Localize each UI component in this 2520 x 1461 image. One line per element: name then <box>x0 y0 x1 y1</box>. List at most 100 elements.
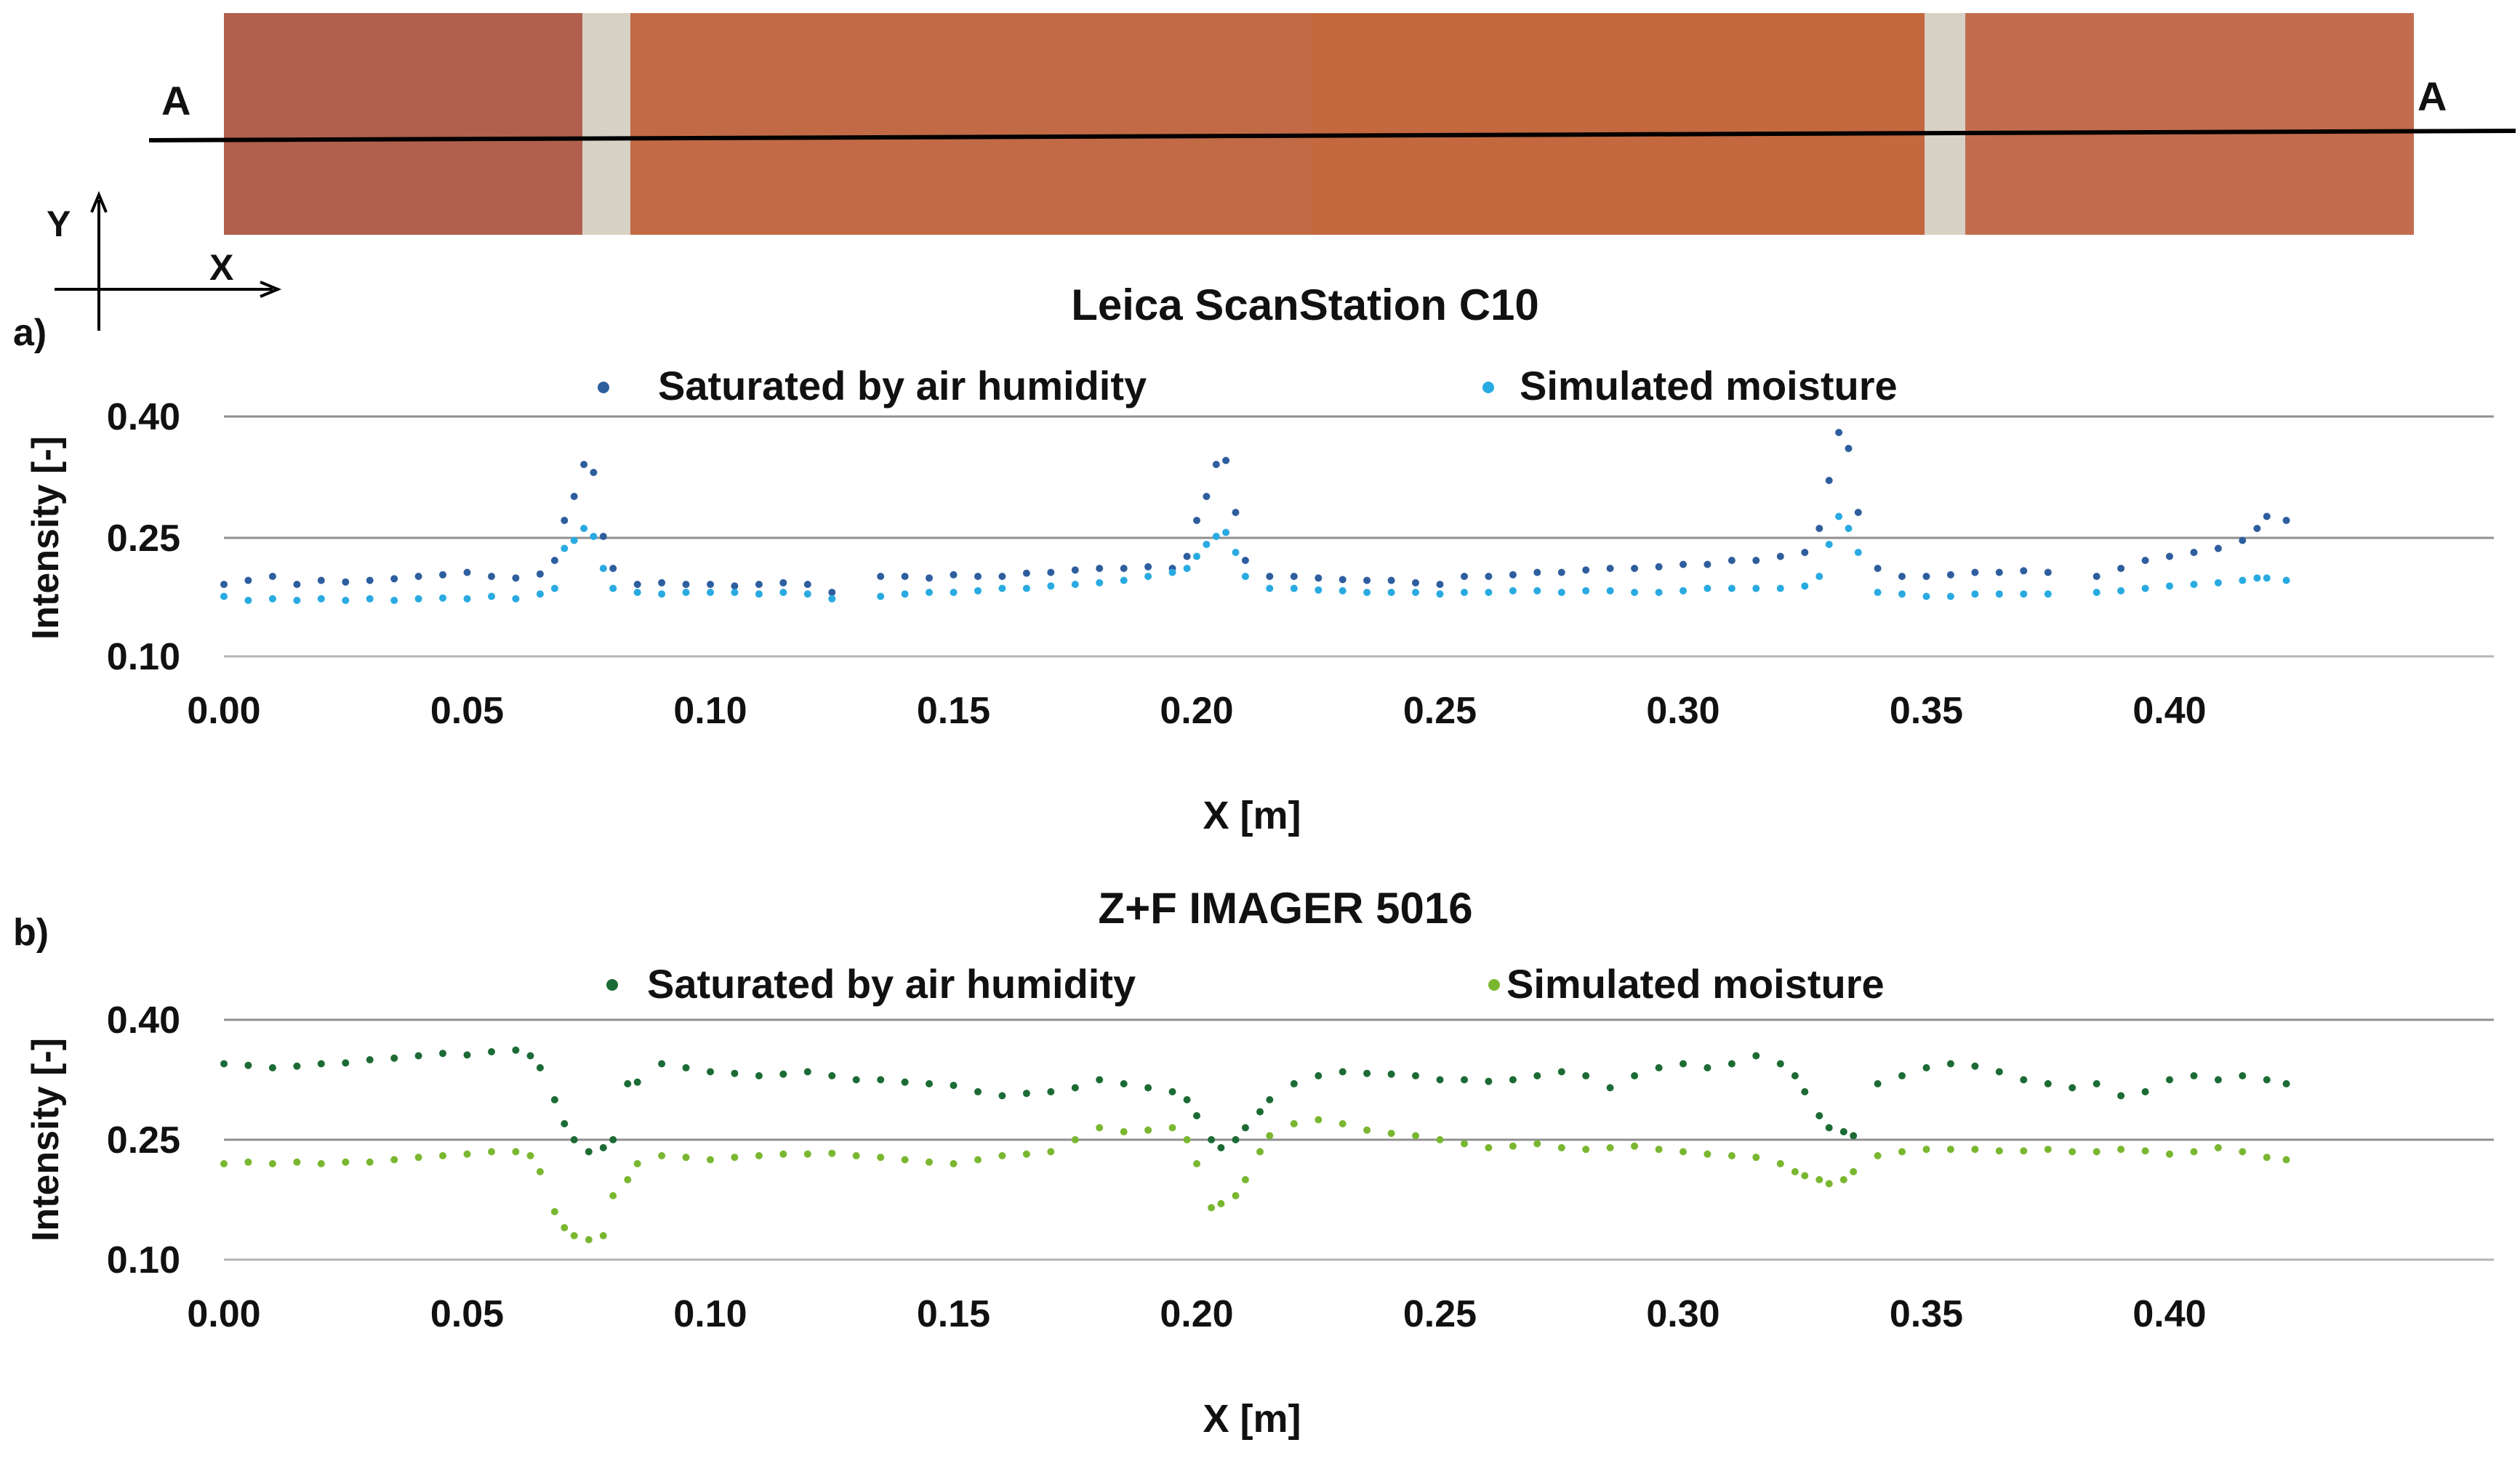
chart-a-point <box>1854 509 1862 516</box>
chart-b-point <box>561 1224 569 1231</box>
chart-a-point <box>1461 589 1468 596</box>
chart-b-point <box>1850 1132 1858 1140</box>
chart-a-point <box>1203 541 1211 548</box>
chart-a-point <box>463 595 471 603</box>
chart-b-point <box>1217 1200 1225 1207</box>
chart-a-point <box>1776 552 1784 560</box>
chart-b-point <box>2092 1148 2100 1156</box>
chart-a-point <box>1047 568 1055 576</box>
chart-b-xtick-0.40: 0.40 <box>2132 1293 2206 1335</box>
chart-b-point <box>779 1070 787 1078</box>
chart-b-xtick-0.30: 0.30 <box>1646 1293 1720 1335</box>
chart-b-point <box>1412 1072 1419 1079</box>
chart-a-ytick-0.25: 0.25 <box>107 518 180 560</box>
chart-a-point <box>1412 589 1419 596</box>
chart-b-point <box>1047 1148 1055 1156</box>
chart-b-point <box>1436 1076 1444 1084</box>
chart-b-point <box>2117 1092 2125 1100</box>
chart-a-point <box>414 595 422 603</box>
chart-b-point <box>1412 1132 1419 1140</box>
chart-a-point <box>1047 582 1055 590</box>
chart-b-point <box>2044 1146 2052 1154</box>
chart-b-point <box>1509 1142 1517 1150</box>
chart-a-legend-marker-saturated <box>598 382 609 393</box>
chart-a-xtick-0.35: 0.35 <box>1890 690 1963 732</box>
chart-b-point <box>2190 1072 2198 1079</box>
chart-b-point <box>1946 1060 1954 1068</box>
chart-a-point <box>1232 549 1240 556</box>
chart-b-point <box>342 1158 350 1166</box>
chart-b-point <box>1631 1072 1639 1079</box>
chart-b-point <box>707 1156 714 1164</box>
chart-b-xtick-0.00: 0.00 <box>187 1293 260 1335</box>
chart-a-point <box>1290 573 1298 580</box>
chart-b-point <box>512 1148 520 1156</box>
chart-b-point <box>1256 1148 1264 1156</box>
chart-a-point <box>2166 582 2173 590</box>
chart-b-point <box>1096 1124 1104 1132</box>
chart-a-point <box>1232 509 1240 516</box>
chart-a-point <box>1183 552 1191 560</box>
chart-a-point <box>2239 576 2247 584</box>
section-label-left: A <box>161 78 190 124</box>
chart-b-point <box>1208 1136 1216 1143</box>
chart-a-point <box>1533 587 1541 595</box>
chart-b-point <box>1680 1060 1687 1068</box>
chart-b-point <box>2282 1156 2290 1164</box>
chart-a-point <box>390 597 398 604</box>
chart-b-point <box>1290 1080 1298 1087</box>
chart-a-point <box>2253 574 2261 582</box>
chart-a-point <box>1752 557 1760 564</box>
chart-b-point <box>1266 1132 1274 1140</box>
chart-b-legend-simulated: Simulated moisture <box>1506 961 1885 1007</box>
axis-x-label: X <box>209 247 233 288</box>
chart-b-point <box>609 1192 617 1199</box>
chart-b-point <box>828 1072 836 1079</box>
chart-a-point <box>1631 565 1639 572</box>
chart-b-xticks: 0.00 0.05 0.10 0.15 0.20 0.25 0.30 0.35 0.40 <box>187 1293 2206 1335</box>
axis-y-label: Y <box>47 204 71 244</box>
chart-b-point <box>1047 1088 1055 1095</box>
chart-b-series-simulated <box>220 1116 2290 1244</box>
chart-b-point <box>1801 1172 1809 1180</box>
chart-a-point <box>1509 587 1517 595</box>
chart-a-point <box>2166 552 2173 560</box>
chart-b-point <box>731 1069 739 1077</box>
chart-a-point <box>1845 445 1853 452</box>
chart-b-point <box>803 1150 811 1158</box>
chart-b-point <box>2263 1076 2271 1084</box>
chart-a-point <box>1509 571 1517 579</box>
chart-a-point <box>1363 589 1371 596</box>
chart-b-point <box>707 1068 714 1076</box>
chart-b-point <box>1232 1192 1240 1199</box>
chart-b-point <box>1461 1140 1468 1148</box>
chart-a-panel-label: a) <box>13 312 47 354</box>
chart-a-point <box>2214 579 2222 587</box>
chart-a-point <box>609 584 617 592</box>
chart-a-point <box>1485 589 1493 596</box>
chart-b-point <box>570 1136 578 1143</box>
chart-b-point <box>463 1150 471 1158</box>
chart-a-point <box>1680 560 1687 568</box>
chart-b-point <box>2239 1148 2247 1156</box>
chart-a-point <box>1946 592 1954 600</box>
chart-a-point <box>342 597 350 604</box>
chart-b-ytick-0.10: 0.10 <box>107 1239 180 1281</box>
chart-b-point <box>536 1064 544 1071</box>
chart-a-xtick-0.40: 0.40 <box>2132 690 2206 732</box>
chart-a-point <box>1995 568 2003 576</box>
chart-b-point <box>439 1050 446 1058</box>
chart-a-point <box>901 590 909 598</box>
chart-b-point <box>220 1060 228 1068</box>
chart-a-point <box>2253 525 2261 532</box>
chart-a-point <box>1704 560 1712 568</box>
chart-a-point <box>877 592 885 600</box>
axis-x-arrowhead <box>260 281 282 298</box>
chart-a-point <box>633 581 641 588</box>
chart-a-point <box>1241 573 1249 580</box>
chart-b-point <box>550 1096 558 1103</box>
chart-b-point <box>779 1150 787 1158</box>
chart-b-xtick-0.35: 0.35 <box>1890 1293 1963 1335</box>
chart-a-xlabel: X [m] <box>1203 794 1301 837</box>
chart-a-point <box>731 582 739 590</box>
